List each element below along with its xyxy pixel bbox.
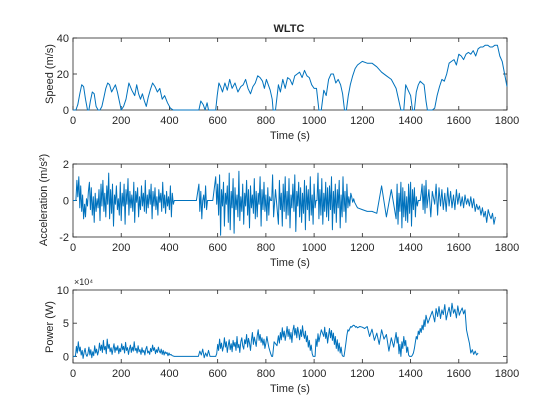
power-x-tick-label: 1200 <box>350 368 374 380</box>
speed-x-tick-label: 800 <box>257 115 275 127</box>
speed-chart-title: WLTC <box>274 23 305 35</box>
power-y-axis-label: Power (W) <box>44 301 56 353</box>
power-x-tick-label: 1000 <box>302 368 326 380</box>
speed-x-tick-label: 400 <box>160 115 178 127</box>
speed-y-tick-label: 0 <box>63 105 69 117</box>
power-series-line <box>73 302 479 359</box>
speed-x-tick-label: 0 <box>70 115 76 127</box>
acceleration-x-tick-label: 800 <box>257 242 275 254</box>
power-y-tick-label: 10 <box>57 285 69 297</box>
acceleration-y-axis-label: Acceleration (m/s²) <box>38 154 50 246</box>
power-x-tick-label: 0 <box>70 368 76 380</box>
power-x-tick-label: 1400 <box>398 368 422 380</box>
speed-x-tick-label: 1400 <box>398 115 422 127</box>
acceleration-y-tick-labels: -2 0 2 <box>59 159 69 244</box>
acceleration-subplot: 0 200 400 600 800 1000 1200 1400 1600 1800 -202 T… <box>38 154 519 269</box>
power-x-ticks <box>72 290 508 363</box>
power-x-axis-label: Time (s) <box>270 383 310 395</box>
power-y-tick-label: 5 <box>63 318 69 330</box>
acceleration-x-tick-label: 600 <box>208 242 226 254</box>
speed-x-tick-label: 1600 <box>447 115 471 127</box>
acceleration-y-tick-label: 0 <box>63 196 69 208</box>
acceleration-x-tick-label: 1800 <box>495 242 519 254</box>
acceleration-x-ticks <box>72 164 508 237</box>
power-y-ticks <box>73 289 507 357</box>
speed-subplot: WLTC 0 200 400 600 800 1000 1200 1400 1600 1800 0… <box>44 23 519 142</box>
speed-series-line <box>73 44 508 111</box>
acceleration-x-tick-label: 400 <box>160 242 178 254</box>
acceleration-x-tick-label: 1000 <box>302 242 326 254</box>
speed-x-tick-label: 1200 <box>350 115 374 127</box>
speed-x-tick-label: 600 <box>208 115 226 127</box>
power-x-tick-label: 400 <box>160 368 178 380</box>
power-x-tick-label: 1600 <box>447 368 471 380</box>
speed-x-tick-label: 1000 <box>302 115 326 127</box>
power-x-tick-labels: 0 200 400 600 800 1000 1200 1400 1600 1800 <box>70 368 519 380</box>
power-x-tick-label: 200 <box>112 368 130 380</box>
acceleration-x-tick-label: 0 <box>70 242 76 254</box>
power-y-tick-label: 0 <box>63 351 69 363</box>
power-x-tick-label: 1800 <box>495 368 519 380</box>
speed-x-axis-label: Time (s) <box>270 130 310 142</box>
acceleration-x-tick-labels: 0 200 400 600 800 1000 1200 1400 1600 1800 <box>70 242 519 254</box>
speed-x-tick-labels: 0 200 400 600 800 1000 1200 1400 1600 1800 <box>70 115 519 127</box>
acceleration-series-line <box>73 170 496 236</box>
speed-y-tick-label: 20 <box>57 69 69 81</box>
speed-x-tick-label: 200 <box>112 115 130 127</box>
power-x-tick-label: 800 <box>257 368 275 380</box>
power-x-tick-label: 600 <box>208 368 226 380</box>
acceleration-x-axis-label: Time (s) <box>270 257 310 269</box>
power-y-tick-labels: 0 5 10 <box>57 285 69 363</box>
acceleration-x-tick-label: 200 <box>112 242 130 254</box>
acceleration-y-tick-label: 2 <box>63 159 69 171</box>
acceleration-x-tick-label: 1600 <box>447 242 471 254</box>
speed-y-tick-label: 40 <box>57 33 69 45</box>
acceleration-y-tick-label: -2 <box>59 232 69 244</box>
speed-y-tick-labels: 0 20 40 <box>57 33 69 117</box>
acceleration-x-tick-label: 1200 <box>350 242 374 254</box>
speed-y-axis-label: Speed (m/s) <box>44 44 56 104</box>
speed-x-ticks <box>72 38 508 110</box>
power-exponent-label: ×10⁴ <box>74 277 93 287</box>
speed-x-tick-label: 1800 <box>495 115 519 127</box>
acceleration-x-tick-label: 1400 <box>398 242 422 254</box>
power-subplot: ×10⁴ 0 200 400 600 800 1000 1200 1400 1600 1800 0… <box>44 277 519 395</box>
power-plot-frame <box>72 289 508 364</box>
